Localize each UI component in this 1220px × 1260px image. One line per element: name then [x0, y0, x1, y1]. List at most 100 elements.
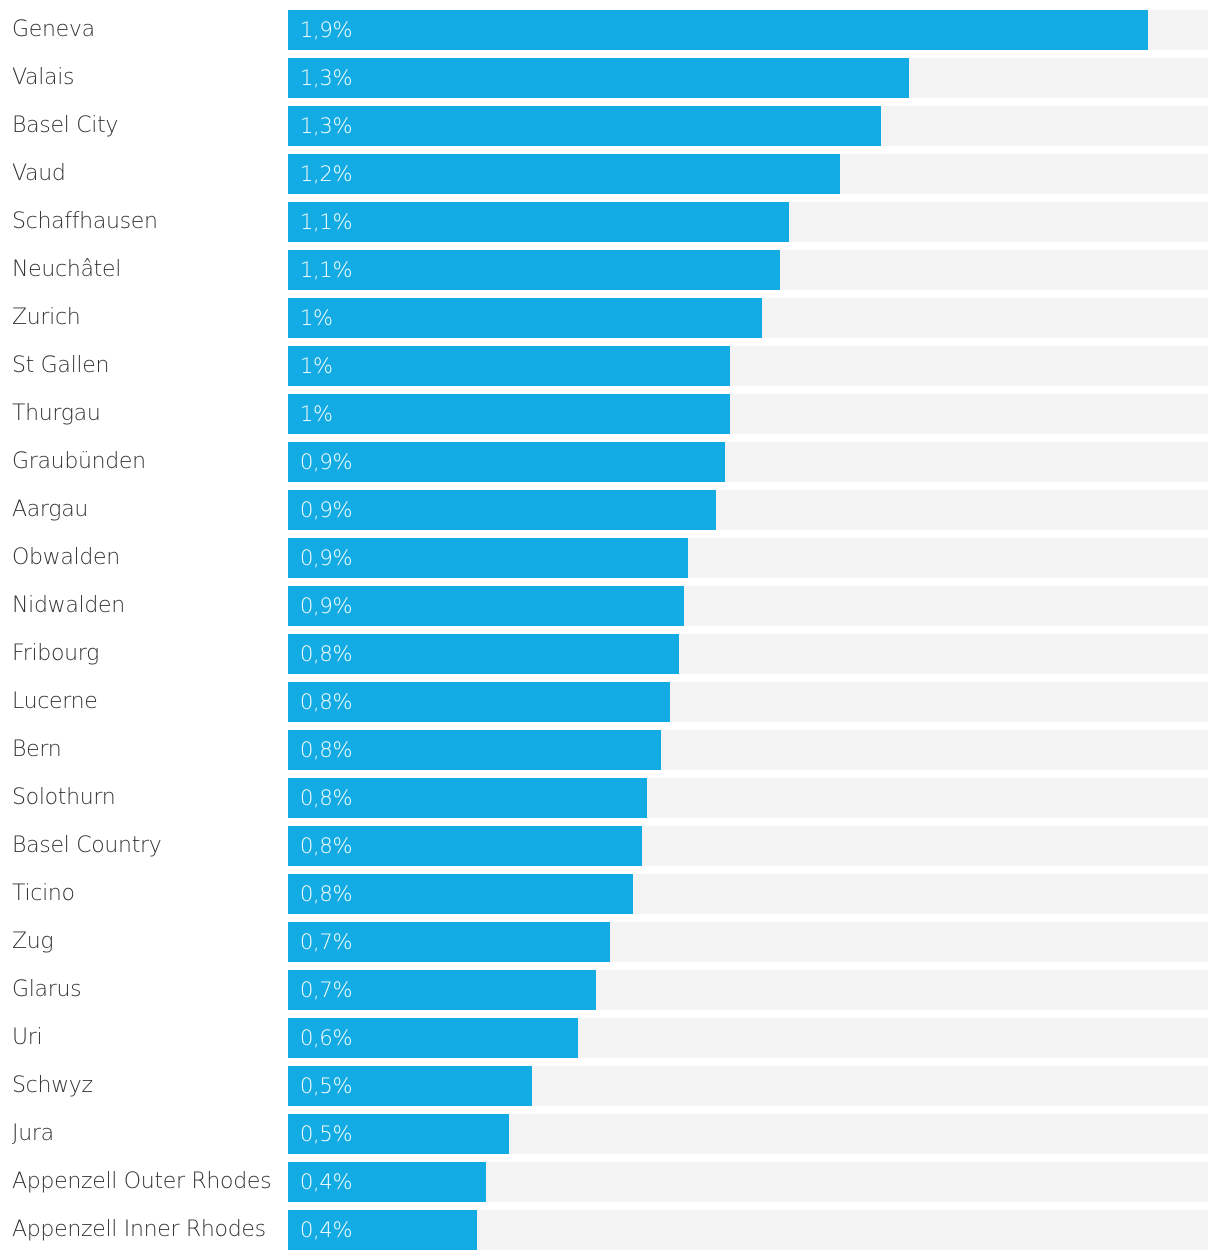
- bar: [288, 922, 610, 962]
- data-label: 0,7%: [300, 930, 353, 954]
- category-label: Fribourg: [12, 641, 100, 666]
- bar: [288, 202, 789, 242]
- bar-row: Solothurn 0,8%: [0, 778, 1220, 818]
- bar-row: Basel Country 0,8%: [0, 826, 1220, 866]
- category-label: Schwyz: [12, 1073, 93, 1098]
- category-label: Lucerne: [12, 689, 98, 714]
- bar: [288, 1210, 477, 1250]
- data-label: 1,3%: [300, 114, 353, 138]
- category-label: Graubünden: [12, 449, 146, 474]
- bar: [288, 58, 909, 98]
- bar: [288, 730, 661, 770]
- data-label: 1,9%: [300, 18, 353, 42]
- bar: [288, 1162, 486, 1202]
- bar-row: Glarus 0,7%: [0, 970, 1220, 1010]
- bar: [288, 442, 725, 482]
- category-label: Obwalden: [12, 545, 120, 570]
- category-label: Geneva: [12, 17, 95, 42]
- bar: [288, 394, 730, 434]
- category-label: Glarus: [12, 977, 82, 1002]
- data-label: 1,3%: [300, 66, 353, 90]
- bar-row: Schwyz 0,5%: [0, 1066, 1220, 1106]
- bar-row: Neuchâtel 1,1%: [0, 250, 1220, 290]
- bar-row: Nidwalden 0,9%: [0, 586, 1220, 626]
- bar: [288, 826, 642, 866]
- category-label: Vaud: [12, 161, 66, 186]
- bar: [288, 586, 684, 626]
- bar-row: Basel City 1,3%: [0, 106, 1220, 146]
- data-label: 1,1%: [300, 258, 353, 282]
- bar: [288, 1066, 532, 1106]
- bar-row: Zurich 1%: [0, 298, 1220, 338]
- data-label: 1%: [300, 354, 333, 378]
- bar-row: Uri 0,6%: [0, 1018, 1220, 1058]
- category-label: Zug: [12, 929, 54, 954]
- category-label: Zurich: [12, 305, 81, 330]
- bar-row: Lucerne 0,8%: [0, 682, 1220, 722]
- bar-row: Schaffhausen 1,1%: [0, 202, 1220, 242]
- data-label: 0,9%: [300, 450, 353, 474]
- category-label: Schaffhausen: [12, 209, 158, 234]
- data-label: 0,4%: [300, 1170, 353, 1194]
- bar: [288, 778, 647, 818]
- data-label: 0,9%: [300, 498, 353, 522]
- category-label: Basel City: [12, 113, 119, 138]
- bar-row: Appenzell Outer Rhodes 0,4%: [0, 1162, 1220, 1202]
- category-label: Neuchâtel: [12, 257, 122, 282]
- bar: [288, 490, 716, 530]
- category-label: Bern: [12, 737, 62, 762]
- category-label: Solothurn: [12, 785, 116, 810]
- bar: [288, 1114, 509, 1154]
- data-label: 0,4%: [300, 1218, 353, 1242]
- bar: [288, 538, 688, 578]
- bar: [288, 106, 881, 146]
- category-label: Nidwalden: [12, 593, 125, 618]
- bar-row: Graubünden 0,9%: [0, 442, 1220, 482]
- data-label: 0,5%: [300, 1122, 353, 1146]
- bar: [288, 970, 596, 1010]
- category-label: Appenzell Inner Rhodes: [12, 1217, 266, 1242]
- bar-row: Appenzell Inner Rhodes 0,4%: [0, 1210, 1220, 1250]
- bar-row: Aargau 0,9%: [0, 490, 1220, 530]
- bar-row: Obwalden 0,9%: [0, 538, 1220, 578]
- data-label: 0,8%: [300, 690, 353, 714]
- bar-row: Zug 0,7%: [0, 922, 1220, 962]
- category-label: Valais: [12, 65, 75, 90]
- bar-row: Bern 0,8%: [0, 730, 1220, 770]
- bar: [288, 634, 679, 674]
- bar: [288, 298, 762, 338]
- bar: [288, 874, 633, 914]
- category-label: Uri: [12, 1025, 43, 1050]
- bar-row: Jura 0,5%: [0, 1114, 1220, 1154]
- data-label: 1,1%: [300, 210, 353, 234]
- bar-row: Fribourg 0,8%: [0, 634, 1220, 674]
- category-label: Aargau: [12, 497, 89, 522]
- data-label: 1%: [300, 306, 333, 330]
- data-label: 1,2%: [300, 162, 353, 186]
- data-label: 0,5%: [300, 1074, 353, 1098]
- category-label: Jura: [12, 1121, 54, 1146]
- data-label: 0,9%: [300, 594, 353, 618]
- bar-row: Geneva 1,9%: [0, 10, 1220, 50]
- bar-row: Vaud 1,2%: [0, 154, 1220, 194]
- bar: [288, 250, 780, 290]
- category-label: St Gallen: [12, 353, 110, 378]
- bar-row: Ticino 0,8%: [0, 874, 1220, 914]
- data-label: 0,8%: [300, 882, 353, 906]
- data-label: 0,7%: [300, 978, 353, 1002]
- category-label: Ticino: [12, 881, 75, 906]
- data-label: 0,8%: [300, 642, 353, 666]
- data-label: 1%: [300, 402, 333, 426]
- category-label: Basel Country: [12, 833, 162, 858]
- data-label: 0,8%: [300, 834, 353, 858]
- bar-row: Valais 1,3%: [0, 58, 1220, 98]
- data-label: 0,8%: [300, 786, 353, 810]
- bar: [288, 346, 730, 386]
- bar: [288, 1018, 578, 1058]
- category-label: Thurgau: [12, 401, 101, 426]
- bar-row: St Gallen 1%: [0, 346, 1220, 386]
- bar: [288, 10, 1148, 50]
- category-label: Appenzell Outer Rhodes: [12, 1169, 272, 1194]
- data-label: 0,6%: [300, 1026, 353, 1050]
- bar-row: Thurgau 1%: [0, 394, 1220, 434]
